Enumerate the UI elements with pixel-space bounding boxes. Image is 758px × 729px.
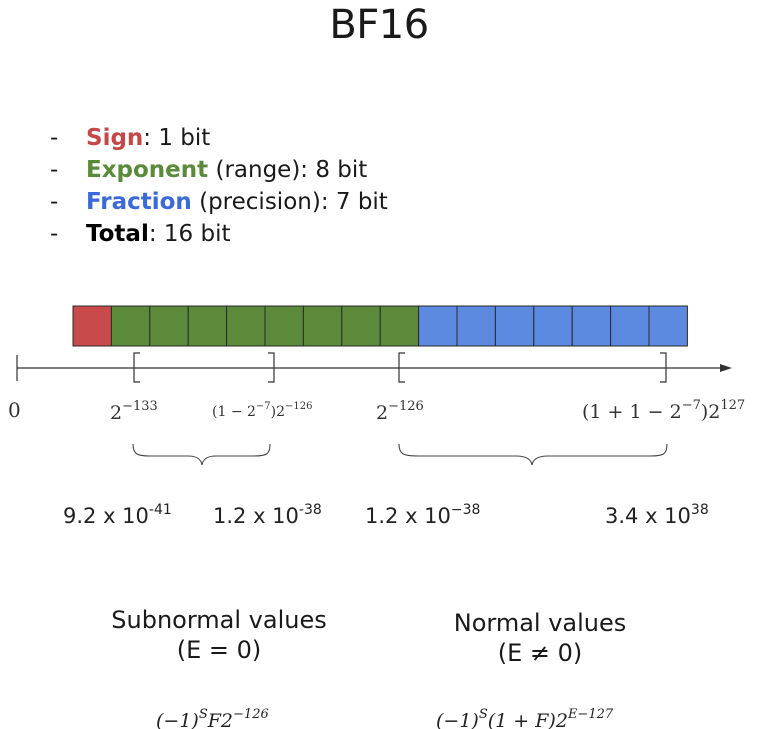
fraction-bit-2: [456, 305, 496, 347]
total-desc: : 16 bit: [148, 221, 231, 247]
decimal-value-normal-max: 3.4 x 1038: [605, 502, 709, 528]
list-item-total: - Total: 16 bit: [44, 218, 388, 250]
normal-formula: (−1)S(1 + F)2E−127: [436, 707, 614, 729]
exponent-bit-3: [187, 305, 228, 347]
list-item-sign: - Sign: 1 bit: [44, 122, 388, 154]
normal-caption: Normal values (E ≠ 0): [430, 608, 650, 668]
subnormal-min-label: 2−133: [110, 399, 158, 424]
subnormal-left-bracket: [133, 352, 140, 383]
exponent-bit-8: [379, 305, 420, 347]
total-term: Total: [86, 221, 149, 247]
list-item-exponent: - Exponent (range): 8 bit: [44, 154, 388, 186]
fraction-bit-5: [571, 305, 612, 347]
fraction-bit-3: [494, 305, 535, 347]
exponent-term: Exponent: [86, 157, 209, 183]
normal-min-label: 2−126: [376, 399, 424, 424]
subnormal-caption: Subnormal values (E = 0): [88, 605, 350, 665]
subnormal-label: Subnormal values: [111, 606, 327, 634]
sign-bit-1: [72, 305, 112, 347]
dash: -: [50, 189, 59, 215]
subnormal-max-label: (1 − 2−7)2−126: [212, 401, 313, 420]
exponent-bit-7: [341, 305, 381, 347]
exponent-bit-4: [226, 305, 266, 347]
exponent-bit-1: [110, 305, 151, 347]
dash: -: [50, 221, 59, 247]
exponent-desc: (range): 8 bit: [208, 157, 368, 183]
exponent-bit-5: [264, 305, 304, 347]
subnormal-right-bracket: [268, 352, 275, 383]
bit-cells: [72, 305, 688, 347]
normal-brace: [398, 443, 668, 466]
sign-desc: : 1 bit: [143, 125, 211, 151]
list-item-fraction: - Fraction (precision): 7 bit: [44, 186, 388, 218]
fraction-bit-7: [648, 305, 688, 347]
decimal-value-subnormal-max: 1.2 x 10-38: [213, 502, 322, 528]
fraction-desc: (precision): 7 bit: [191, 189, 388, 215]
normal-label: Normal values: [453, 609, 627, 637]
exponent-bit-2: [149, 305, 189, 347]
fraction-bit-6: [610, 305, 650, 347]
sign-term: Sign: [86, 125, 144, 151]
page-title: BF16: [329, 2, 429, 48]
fraction-bit-1: [418, 305, 458, 347]
subnormal-formula: (−1)SF2−126: [156, 707, 269, 729]
dash: -: [50, 125, 59, 151]
normal-condition: (E ≠ 0): [497, 639, 583, 667]
subnormal-brace: [132, 443, 271, 466]
normal-right-bracket: [660, 352, 667, 383]
normal-left-bracket: [398, 352, 405, 383]
number-line-arrow: [720, 364, 732, 372]
fraction-term: Fraction: [86, 189, 192, 215]
normal-max-label: (1 + 1 − 2−7)2127: [582, 398, 745, 423]
zero-label: 0: [8, 398, 21, 422]
bit-breakdown-list: - Sign: 1 bit - Exponent (range): 8 bit - F…: [44, 122, 388, 250]
fraction-bit-4: [533, 305, 573, 347]
exponent-bit-6: [302, 305, 343, 347]
subnormal-condition: (E = 0): [176, 636, 262, 664]
dash: -: [50, 157, 59, 183]
decimal-value-normal-min: 1.2 x 10−38: [365, 502, 480, 528]
decimal-value-subnormal-min: 9.2 x 10-41: [63, 502, 172, 528]
